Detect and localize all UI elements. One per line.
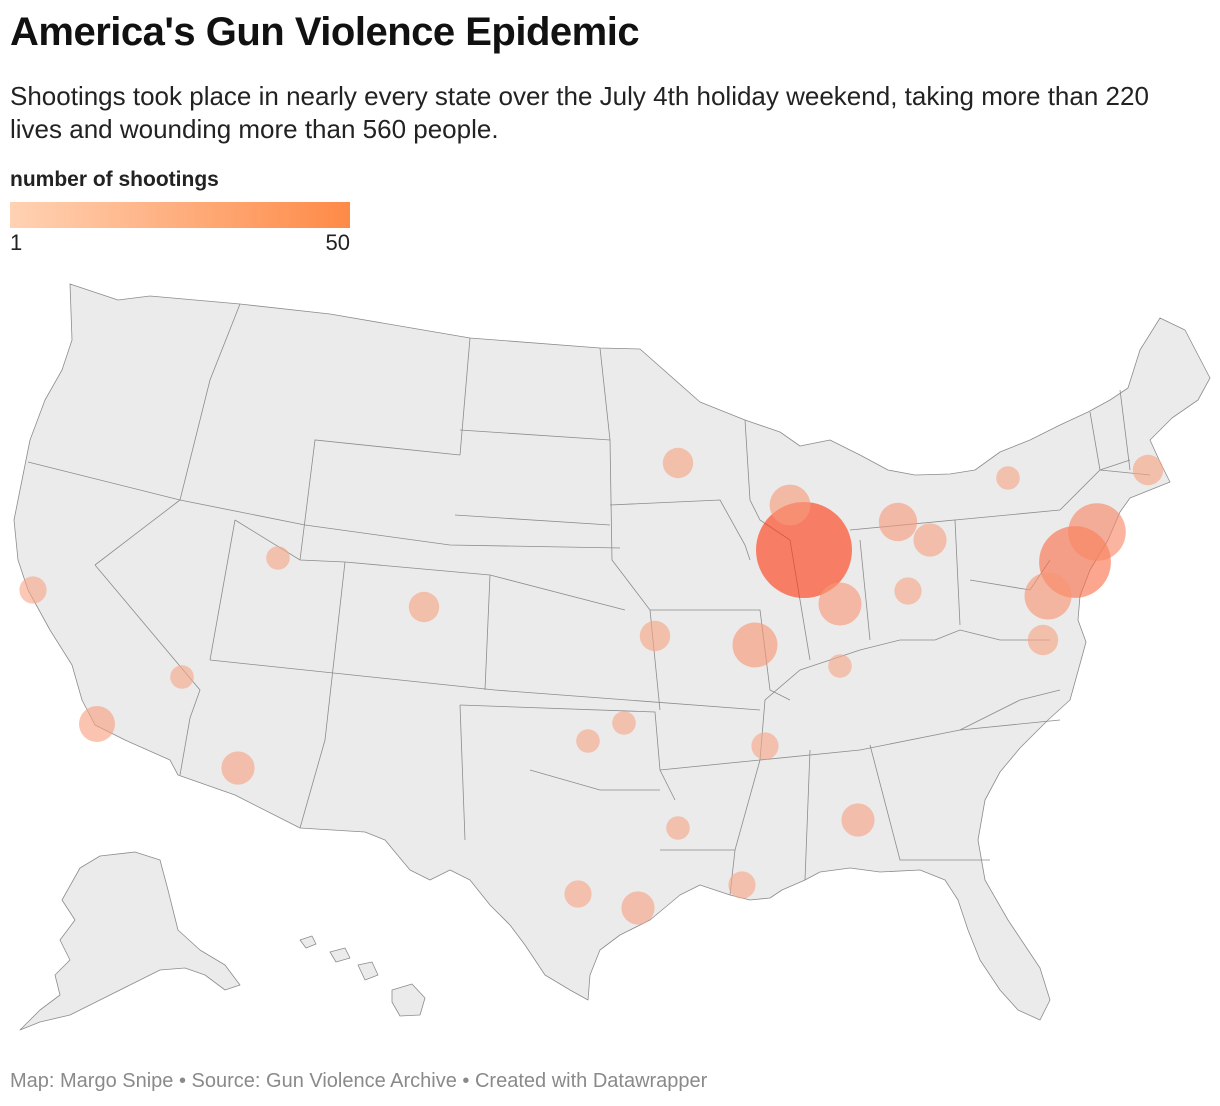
shooting-bubble[interactable]: Houston, TX [621,891,655,925]
shooting-bubble[interactable]: Kansas City, MO [639,620,671,652]
hawaii-land [299,935,426,1017]
page-title: America's Gun Violence Epidemic [10,10,640,54]
shooting-bubble[interactable]: Louisville, KY [828,654,852,678]
shooting-bubble[interactable]: New Orleans, LA [728,871,756,899]
shooting-bubble[interactable]: Las Vegas, NV [170,665,194,689]
shooting-bubble[interactable]: Milwaukee, WI [769,484,811,526]
shooting-bubble[interactable]: Indianapolis, IN [818,582,862,626]
legend-gradient-bar [10,202,350,228]
shooting-bubble[interactable]: Oklahoma City, OK [576,729,600,753]
shooting-bubble[interactable]: St. Louis, MO [732,622,778,668]
shooting-bubble[interactable]: Memphis, TN [751,732,779,760]
legend-min-label: 1 [10,230,23,255]
land-shapes [13,283,1211,1031]
shooting-bubble[interactable]: Minneapolis, MN [662,447,694,479]
shooting-bubble[interactable]: Denver, CO [408,591,440,623]
shooting-bubble[interactable]: New York, NY [1068,503,1126,561]
shooting-bubble[interactable]: Buffalo, NY [996,466,1020,490]
shooting-bubble[interactable]: Baltimore, MD [1024,572,1072,620]
contiguous-us-land [13,283,1211,1021]
subtitle: Shootings took place in nearly every sta… [10,81,1149,144]
shooting-bubble[interactable]: Columbus, OH [894,577,922,605]
shooting-bubble[interactable]: Washington, DC [1027,624,1059,656]
shooting-bubble[interactable]: Atlanta, GA [841,803,875,837]
shooting-bubble[interactable]: Oakland, CA [19,576,47,604]
legend-labels: 1 50 [10,230,350,258]
shooting-bubble[interactable]: Salt Lake City, UT [266,546,290,570]
shooting-bubble[interactable]: Cleveland, OH [913,523,947,557]
shooting-bubble[interactable]: Boston, MA [1132,454,1164,486]
footer-credits: Map: Margo Snipe • Source: Gun Violence … [10,1070,708,1092]
shooting-bubbles: Chicago, ILPhiladelphia, PANew York, NYB… [19,447,1164,925]
legend-title: number of shootings [10,168,219,191]
shooting-bubble[interactable]: Los Angeles, CA [79,706,115,742]
shooting-bubble[interactable]: Tulsa, OK [666,816,690,840]
us-map: Chicago, ILPhiladelphia, PANew York, NYB… [13,283,1211,1031]
shooting-bubble[interactable]: Dallas, TX [612,711,636,735]
shooting-bubble[interactable]: Phoenix, AZ [221,751,255,785]
legend-max-label: 50 [325,230,350,255]
shooting-bubble[interactable]: San Antonio, TX [564,880,592,908]
shooting-bubble[interactable]: Chicago, IL [756,502,852,598]
shooting-bubble[interactable]: Detroit, MI [878,502,918,542]
alaska-land [19,851,241,1031]
color-legend: number of shootings 1 50 [10,168,350,258]
